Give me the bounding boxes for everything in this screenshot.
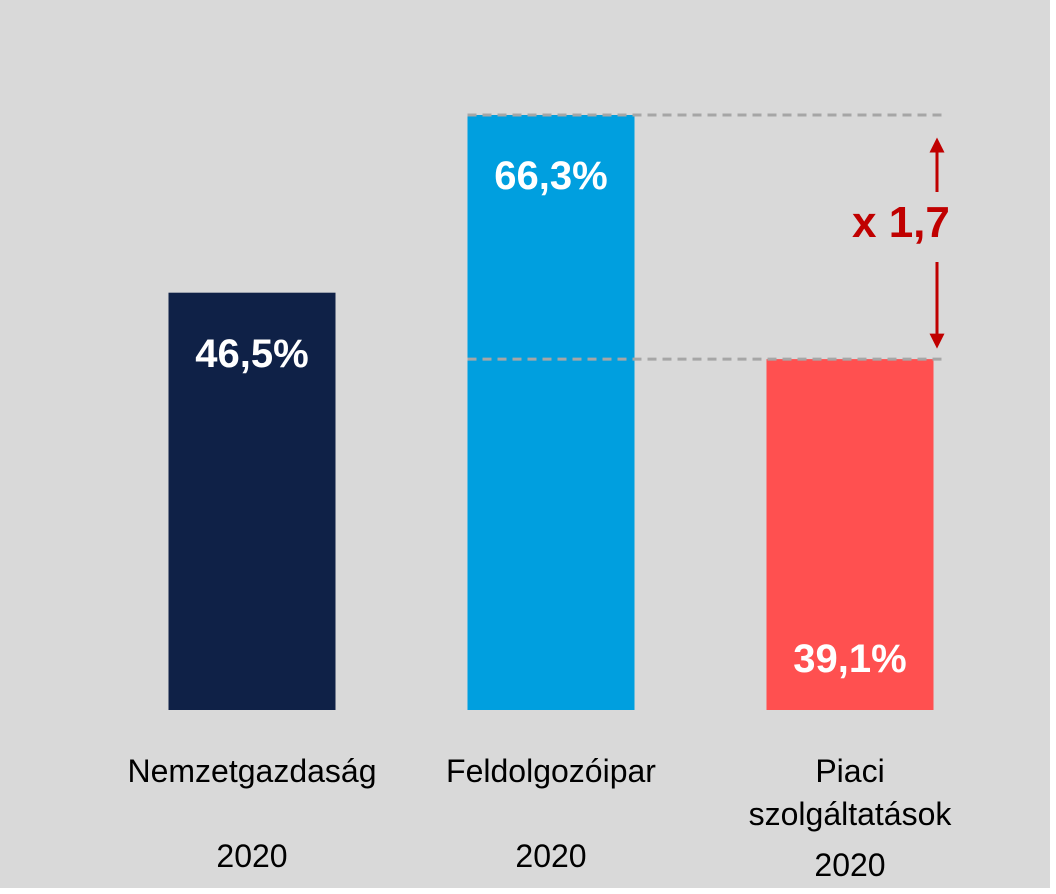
year-label: 2020 [216, 838, 288, 874]
category-label: Piaci szolgáltatások [748, 753, 952, 832]
annotation: x 1,7 [852, 198, 950, 247]
category-label: Nemzetgazdaság [127, 753, 377, 789]
value-label: 39,1% [793, 637, 907, 681]
bar [168, 292, 336, 710]
bar [766, 359, 934, 710]
bar [467, 115, 635, 710]
year-label: 2020 [814, 847, 886, 883]
year-label: 2020 [515, 838, 587, 874]
category-label: Feldolgozóipar [446, 753, 656, 789]
value-label: 66,3% [494, 154, 608, 198]
value-label: 46,5% [195, 331, 309, 376]
